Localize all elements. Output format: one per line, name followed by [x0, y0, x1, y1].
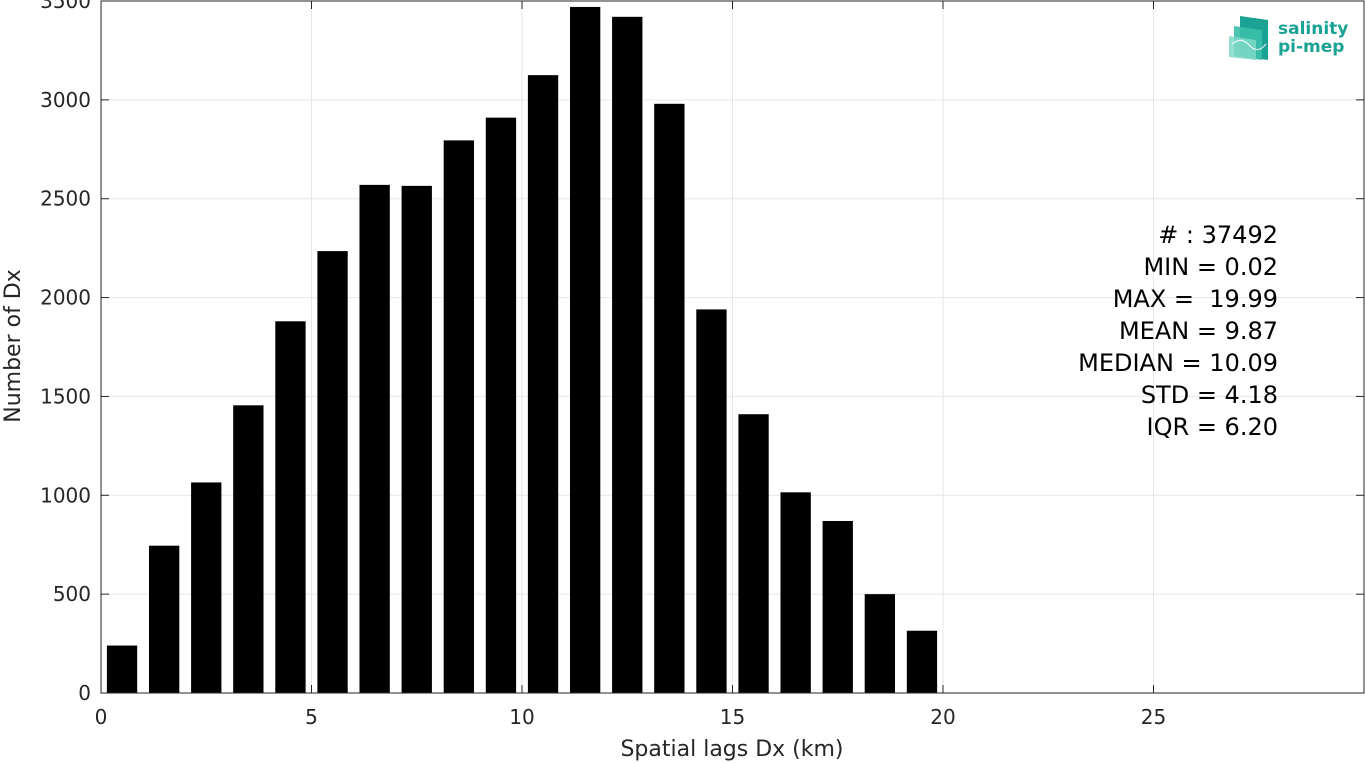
stat-iqr: IQR = 6.20	[1147, 413, 1278, 441]
statistics-annotation: # : 37492 MIN = 0.02 MAX = 19.99 MEAN = …	[1078, 221, 1278, 441]
bar	[780, 492, 811, 693]
y-tick-label: 2500	[40, 187, 91, 211]
stat-min: MIN = 0.02	[1143, 253, 1278, 281]
salinity-pi-mep-logo: salinity pi-mep	[1229, 16, 1348, 60]
x-tick-label: 10	[509, 705, 534, 729]
stat-std: STD = 4.18	[1141, 381, 1278, 409]
bar	[275, 321, 306, 693]
x-tick-label: 20	[930, 705, 955, 729]
y-tick-label: 2000	[40, 286, 91, 310]
stat-mean: MEAN = 9.87	[1119, 317, 1278, 345]
y-tick-labels: 0 500 1000 1500 2000 2500 3000 3500	[40, 0, 91, 705]
bar	[612, 16, 643, 694]
bar	[106, 645, 138, 693]
bar	[485, 117, 517, 693]
y-tick-label: 500	[53, 582, 91, 606]
x-tick-label: 5	[305, 705, 318, 729]
y-tick-label: 1500	[40, 384, 91, 408]
bar	[738, 414, 769, 693]
y-tick-label: 1000	[40, 483, 91, 507]
wave-logo-icon	[1229, 16, 1268, 60]
bar	[527, 75, 559, 693]
bar	[148, 545, 180, 693]
logo-text-line1: salinity	[1278, 19, 1348, 39]
stat-median: MEDIAN = 10.09	[1078, 349, 1278, 377]
bar	[864, 594, 896, 693]
logo-text-line2: pi-mep	[1278, 37, 1344, 57]
x-tick-label: 25	[1141, 705, 1166, 729]
bars-group	[106, 6, 938, 694]
bar	[822, 520, 853, 693]
bar	[359, 184, 390, 694]
bar	[654, 103, 685, 694]
stat-max: MAX = 19.99	[1113, 285, 1278, 313]
x-tick-label: 0	[95, 705, 108, 729]
bar	[233, 405, 264, 693]
bar	[317, 251, 348, 693]
x-axis-label: Spatial lags Dx (km)	[620, 737, 843, 762]
y-tick-label: 3500	[40, 0, 91, 13]
bar	[569, 6, 601, 693]
y-tick-label: 3000	[40, 88, 91, 112]
stat-count: # : 37492	[1158, 221, 1278, 249]
tick-marks	[100, 0, 1364, 694]
bar	[443, 140, 475, 694]
bar	[906, 630, 938, 693]
y-tick-label: 0	[78, 681, 91, 705]
bar	[191, 482, 222, 693]
x-tick-labels: 0 5 10 15 20 25	[95, 705, 1167, 729]
y-axis-label: Number of Dx	[1, 269, 26, 423]
bar	[696, 309, 727, 693]
x-tick-label: 15	[720, 705, 745, 729]
bar	[401, 185, 432, 693]
